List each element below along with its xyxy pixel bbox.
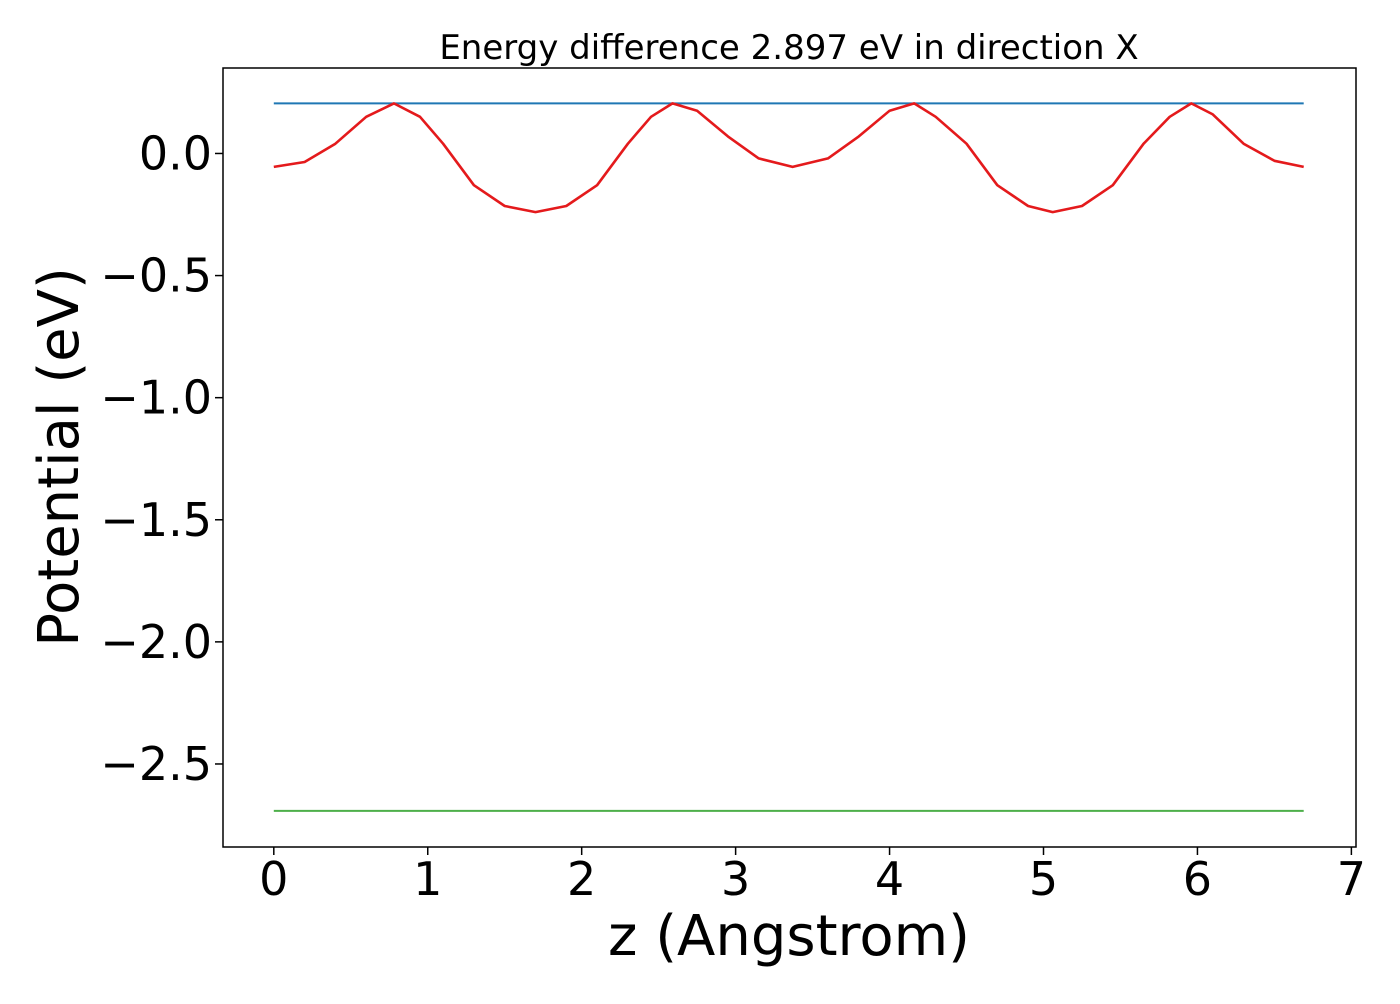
x-tick-label: 6	[1183, 852, 1212, 906]
y-tick-label: −2.0	[100, 615, 212, 669]
y-tick-label: −1.5	[100, 493, 212, 547]
x-tick-label: 3	[721, 852, 750, 906]
y-axis-label: Potential (eV)	[27, 267, 92, 647]
x-tick-label: 2	[567, 852, 596, 906]
x-axis-label: z (Angstrom)	[608, 904, 970, 969]
y-tick-label: −1.0	[100, 371, 212, 425]
series-line-2	[273, 102, 1304, 214]
y-axis: 0.0 −0.5 −1.0 −1.5 −2.0 −2.5	[100, 126, 223, 791]
chart-title: Energy difference 2.897 eV in direction …	[439, 28, 1138, 68]
x-tick-label: 7	[1337, 852, 1366, 906]
x-axis: 0 1 2 3 4 5 6 7	[259, 847, 1366, 906]
plot-frame	[222, 67, 1357, 848]
y-tick-label: −2.5	[100, 737, 212, 791]
x-tick-label: 4	[875, 852, 904, 906]
series-layer	[273, 102, 1304, 812]
x-tick-label: 1	[413, 852, 442, 906]
x-tick-label: 5	[1029, 852, 1058, 906]
y-tick-label: −0.5	[100, 249, 212, 303]
y-tick-label: 0.0	[139, 126, 212, 180]
x-tick-label: 0	[259, 852, 288, 906]
